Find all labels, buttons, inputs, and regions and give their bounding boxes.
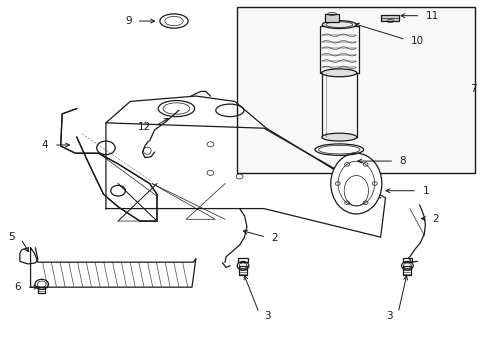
Text: 9: 9	[125, 16, 131, 26]
Text: 3: 3	[386, 311, 392, 321]
Bar	[38, 287, 45, 293]
Text: 8: 8	[398, 156, 405, 166]
Bar	[238, 258, 247, 262]
Bar	[237, 7, 474, 173]
Text: 1: 1	[422, 186, 428, 196]
Bar	[402, 258, 411, 262]
Polygon shape	[61, 109, 157, 221]
Ellipse shape	[321, 133, 356, 141]
Ellipse shape	[322, 21, 356, 28]
Bar	[319, 26, 358, 73]
Text: 11: 11	[425, 11, 438, 21]
Text: 2: 2	[431, 213, 438, 224]
Text: 10: 10	[410, 36, 424, 46]
Bar	[403, 266, 410, 275]
Text: 5: 5	[8, 232, 15, 242]
Ellipse shape	[330, 153, 381, 214]
Bar	[239, 266, 246, 275]
Bar	[380, 15, 398, 21]
Text: 4: 4	[42, 140, 48, 150]
Text: 3: 3	[264, 311, 270, 321]
Text: 7: 7	[469, 84, 476, 94]
Text: 2: 2	[271, 233, 278, 243]
Ellipse shape	[321, 69, 356, 77]
Text: 6: 6	[15, 282, 21, 292]
Polygon shape	[30, 248, 196, 287]
Text: 12: 12	[138, 122, 151, 132]
Bar	[324, 14, 339, 22]
